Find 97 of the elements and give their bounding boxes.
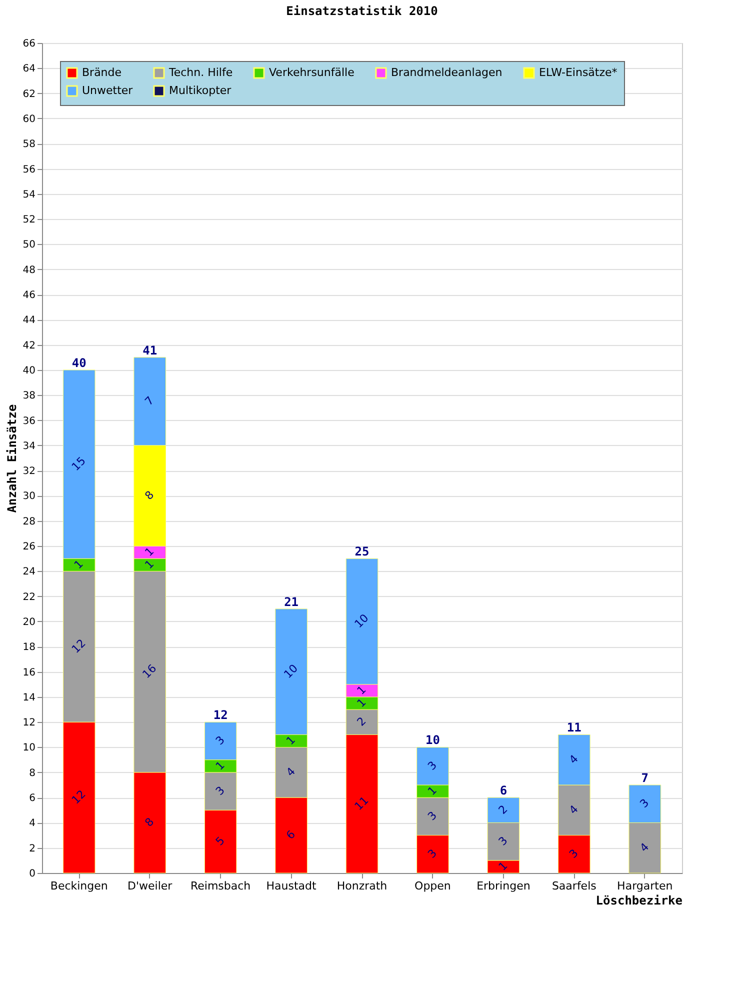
x-tick-label: Saarfels bbox=[552, 880, 597, 892]
data-label: 3 bbox=[213, 734, 228, 748]
data-label: 4 bbox=[566, 752, 581, 767]
total-label: 11 bbox=[566, 720, 582, 735]
total-label: 12 bbox=[213, 708, 228, 722]
data-label: 3 bbox=[496, 834, 510, 848]
y-tick-label: 50 bbox=[22, 240, 36, 251]
data-label: 1 bbox=[354, 683, 369, 698]
data-label: 1 bbox=[142, 557, 157, 572]
total-label: 21 bbox=[284, 594, 299, 609]
total-label: 41 bbox=[142, 343, 158, 358]
y-tick-label: 44 bbox=[22, 315, 36, 326]
y-tick-label: 64 bbox=[22, 64, 36, 75]
data-label: 3 bbox=[566, 846, 581, 861]
y-tick-label: 24 bbox=[22, 566, 36, 578]
x-tick-label: D'weiler bbox=[128, 880, 173, 892]
data-label: 7 bbox=[142, 394, 157, 408]
y-tick-label: 66 bbox=[22, 38, 36, 50]
data-label: 4 bbox=[566, 802, 581, 817]
data-label: 8 bbox=[142, 815, 157, 830]
y-tick-label: 28 bbox=[22, 516, 36, 528]
legend-label: Brände bbox=[82, 66, 122, 79]
data-label: 3 bbox=[425, 846, 440, 861]
data-label: 16 bbox=[140, 662, 160, 681]
y-tick-label: 6 bbox=[29, 793, 36, 804]
data-label: 1 bbox=[496, 859, 510, 874]
y-tick-label: 46 bbox=[22, 290, 36, 302]
y-tick-label: 32 bbox=[22, 466, 36, 478]
y-tick-label: 34 bbox=[22, 440, 36, 452]
legend-label: Unwetter bbox=[82, 84, 134, 97]
y-tick-label: 18 bbox=[22, 642, 36, 654]
x-tick-label: Hargarten bbox=[617, 880, 673, 892]
data-label: 1 bbox=[354, 696, 369, 710]
y-tick-label: 14 bbox=[22, 692, 36, 704]
data-label: 8 bbox=[142, 488, 157, 502]
data-label: 4 bbox=[284, 764, 298, 780]
y-tick-label: 16 bbox=[22, 667, 36, 678]
total-label: 10 bbox=[425, 733, 440, 748]
total-label: 25 bbox=[354, 544, 370, 559]
data-label: 11 bbox=[352, 794, 372, 814]
data-label: 2 bbox=[354, 714, 369, 729]
y-tick-label: 60 bbox=[22, 114, 36, 125]
data-label: 3 bbox=[425, 808, 440, 824]
data-label: 6 bbox=[284, 828, 298, 842]
y-tick-label: 42 bbox=[22, 340, 36, 352]
data-label: 3 bbox=[637, 796, 652, 811]
y-tick-label: 36 bbox=[22, 416, 36, 427]
y-tick-label: 20 bbox=[22, 616, 36, 628]
data-label: 1 bbox=[425, 784, 440, 798]
y-tick-label: 30 bbox=[22, 491, 36, 502]
legend-label: Multikopter bbox=[169, 84, 232, 97]
total-label: 40 bbox=[72, 356, 86, 370]
y-tick-label: 48 bbox=[22, 264, 36, 276]
y-tick-label: 2 bbox=[29, 843, 36, 854]
x-axis-title: Löschbezirke bbox=[596, 894, 682, 908]
y-tick-label: 62 bbox=[22, 88, 36, 100]
data-label: 5 bbox=[213, 834, 228, 848]
data-label: 1 bbox=[213, 758, 228, 773]
y-axis-title: Anzahl Einsätze bbox=[4, 404, 19, 513]
data-label: 3 bbox=[213, 784, 228, 798]
x-tick-label: Honzrath bbox=[336, 880, 388, 892]
y-tick-label: 10 bbox=[22, 742, 36, 754]
total-label: 7 bbox=[641, 770, 648, 785]
y-tick-label: 26 bbox=[22, 542, 36, 553]
y-tick-label: 52 bbox=[22, 214, 36, 226]
legend-label: Verkehrsunfälle bbox=[269, 66, 355, 79]
data-label: 1 bbox=[284, 734, 298, 748]
y-tick-label: 22 bbox=[22, 592, 36, 603]
data-label: 3 bbox=[425, 758, 440, 773]
y-tick-label: 58 bbox=[22, 139, 36, 150]
legend-label: Brandmeldeanlagen bbox=[391, 66, 502, 79]
chart-title: Einsatzstatistik 2010 bbox=[286, 4, 438, 18]
x-tick-label: Reimsbach bbox=[190, 880, 251, 892]
data-label: 4 bbox=[637, 840, 652, 855]
y-tick-label: 40 bbox=[22, 365, 36, 376]
y-tick-label: 0 bbox=[29, 868, 36, 880]
x-tick-label: Beckingen bbox=[50, 880, 108, 892]
data-label: 12 bbox=[69, 636, 88, 656]
x-tick-label: Oppen bbox=[414, 880, 451, 892]
data-label: 1 bbox=[142, 544, 157, 560]
y-tick-label: 4 bbox=[29, 818, 36, 830]
y-tick-label: 54 bbox=[22, 189, 36, 200]
legend-label: Techn. Hilfe bbox=[168, 66, 233, 79]
data-label: 15 bbox=[69, 454, 88, 474]
data-label: 1 bbox=[72, 557, 86, 572]
x-tick-label: Erbringen bbox=[476, 880, 530, 892]
y-tick-label: 38 bbox=[22, 390, 36, 402]
data-label: 10 bbox=[352, 612, 372, 631]
total-label: 6 bbox=[500, 784, 508, 798]
data-label: 12 bbox=[69, 788, 88, 807]
data-label: 10 bbox=[281, 662, 300, 681]
y-tick-label: 12 bbox=[22, 718, 36, 729]
legend-label: ELW-Einsätze* bbox=[539, 66, 618, 79]
x-tick-label: Haustadt bbox=[266, 880, 317, 892]
data-label: 2 bbox=[496, 802, 510, 817]
y-tick-label: 8 bbox=[29, 768, 36, 779]
y-tick-label: 56 bbox=[22, 164, 36, 176]
